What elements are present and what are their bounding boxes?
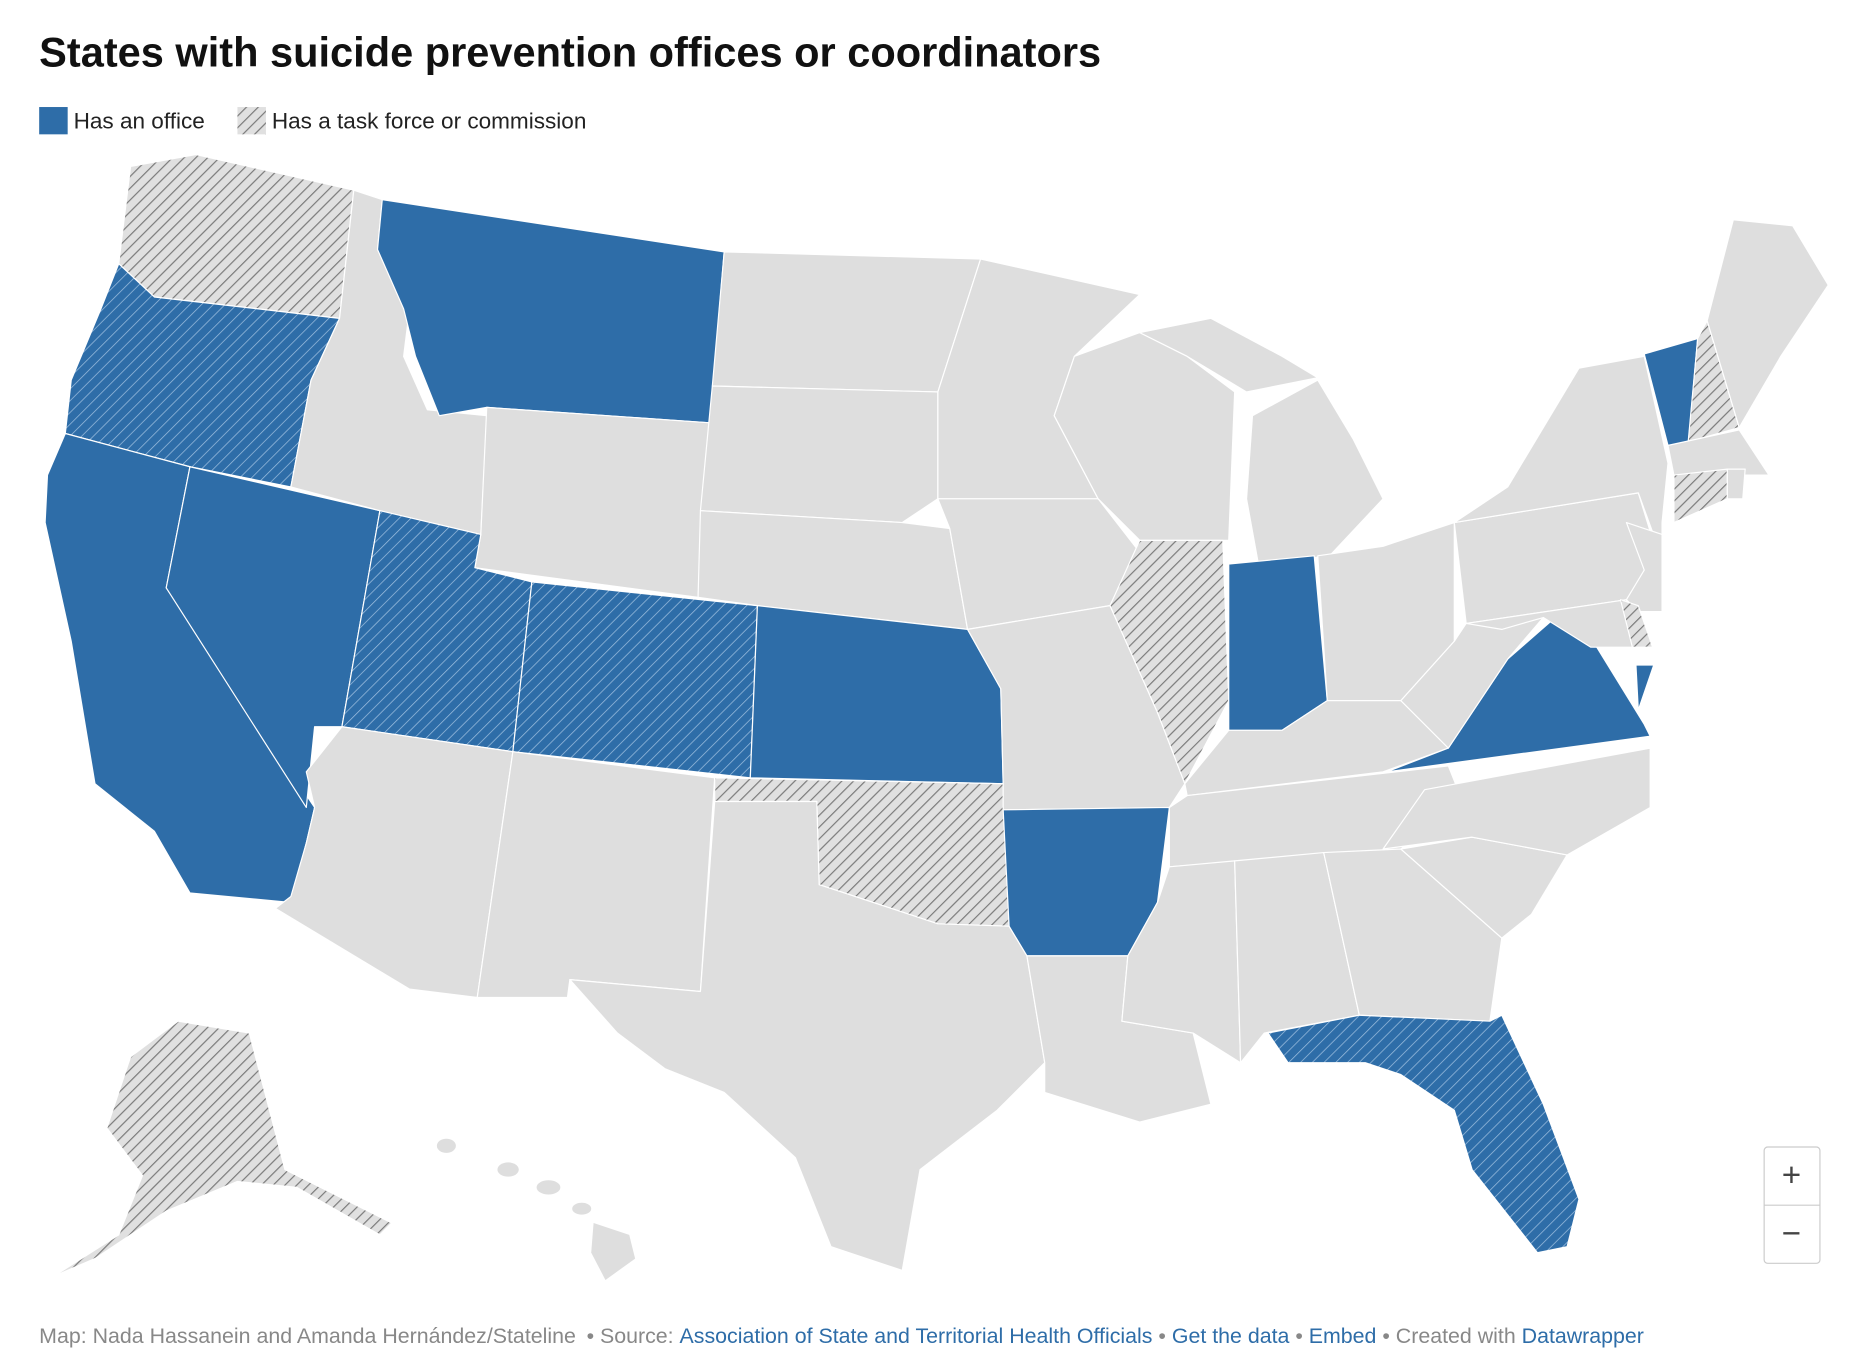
state — [1139, 317, 1319, 393]
zoom-controls: + − — [1763, 1146, 1821, 1264]
zoom-in[interactable]: + — [1782, 1157, 1801, 1194]
legend-swatch — [39, 107, 68, 135]
state — [1323, 848, 1503, 1022]
state — [711, 251, 982, 393]
state — [749, 605, 1004, 785]
data-link[interactable]: Get the data — [1172, 1324, 1290, 1348]
state — [474, 406, 711, 598]
us-map — [44, 153, 1829, 1280]
embed-link[interactable]: Embed — [1309, 1324, 1377, 1348]
state — [1228, 555, 1328, 731]
state — [1382, 747, 1651, 856]
state — [512, 581, 759, 779]
legend-label: Has an office — [74, 108, 205, 133]
legend-label: Has a task force or commission — [272, 108, 587, 133]
footer: Map: Nada Hassanein and Amanda Hernández… — [39, 1324, 1644, 1348]
source-label: • Source: — [587, 1324, 674, 1348]
title: States with suicide prevention offices o… — [39, 29, 1101, 76]
state — [569, 800, 1046, 1272]
separator: • — [1295, 1324, 1302, 1348]
state — [1667, 429, 1770, 476]
state — [1726, 468, 1746, 500]
legend-swatch — [237, 107, 266, 135]
source-link[interactable]: Association of State and Territorial Hea… — [680, 1324, 1153, 1348]
state — [1635, 664, 1655, 711]
state — [1619, 599, 1654, 648]
created-label: • Created with — [1382, 1324, 1515, 1348]
state — [1465, 599, 1633, 648]
zoom-out[interactable]: − — [1782, 1215, 1801, 1252]
hawaii — [436, 1138, 636, 1280]
state — [1453, 355, 1669, 559]
state — [699, 385, 939, 524]
state — [1706, 219, 1829, 429]
state — [476, 751, 716, 999]
separator: • — [1158, 1324, 1165, 1348]
state — [52, 1020, 393, 1277]
credit: Map: Nada Hassanein and Amanda Hernández… — [39, 1324, 576, 1348]
state — [1245, 379, 1384, 565]
datawrapper-link[interactable]: Datawrapper — [1522, 1324, 1644, 1348]
state — [1267, 1014, 1580, 1254]
